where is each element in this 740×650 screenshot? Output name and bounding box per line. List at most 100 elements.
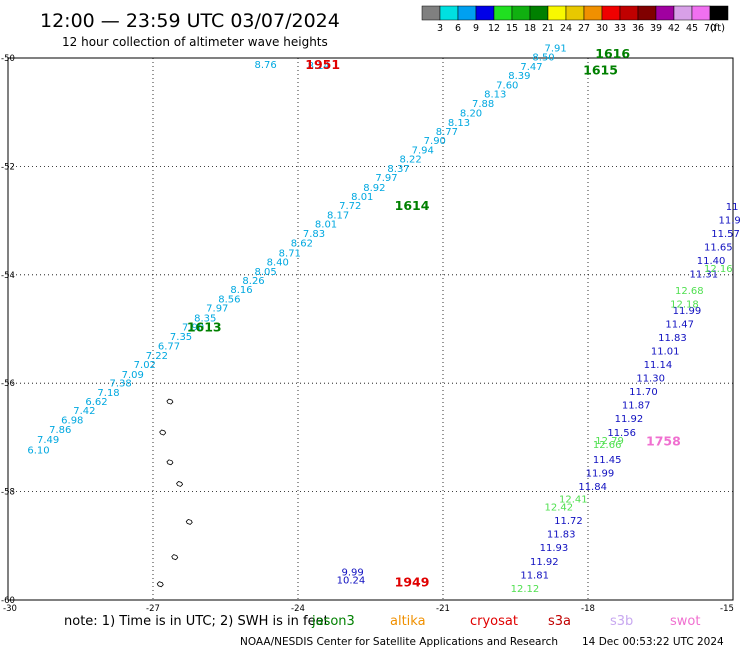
- wave-height-label: 11: [726, 202, 739, 213]
- wave-height-label: 12.12: [511, 584, 540, 595]
- wave-height-label: 7.97: [375, 173, 397, 184]
- colorbar-swatch: [421, 5, 441, 21]
- wave-height-label: 11.65: [704, 242, 733, 253]
- wave-height-label: 11.01: [651, 346, 680, 357]
- wave-height-label: 7.35: [170, 332, 192, 343]
- wave-height-label: 11.31: [690, 270, 719, 281]
- colorbar-tick-label: 70: [704, 23, 716, 34]
- colorbar-tick-label: 42: [668, 23, 680, 34]
- pass-time-label: 1613: [187, 320, 222, 335]
- wave-height-label: 11.99: [673, 306, 702, 317]
- colorbar-tick-label: 33: [614, 23, 626, 34]
- colorbar-swatch: [439, 5, 459, 21]
- wave-height-label: 11.81: [520, 570, 549, 581]
- wave-height-label: 11.57: [711, 229, 740, 240]
- island-outline: [171, 554, 179, 561]
- wave-height-label: 8.13: [484, 90, 506, 101]
- wave-height-label: 11.45: [593, 455, 622, 466]
- wave-height-label: 11.99: [586, 468, 615, 479]
- pass-time-label: 1951: [305, 57, 340, 72]
- latitude-tick-label: -54: [1, 271, 15, 281]
- colorbar-tick-label: 27: [578, 23, 590, 34]
- colorbar-swatch: [691, 5, 711, 21]
- colorbar-swatch: [673, 5, 693, 21]
- colorbar-tick-label: 24: [560, 23, 572, 34]
- wave-height-label: 8.14: [308, 61, 330, 72]
- wave-height-label: 7.02: [134, 360, 156, 371]
- island-outline: [176, 481, 184, 487]
- wave-height-label: 8.62: [291, 239, 313, 250]
- colorbar-swatch: [601, 5, 621, 21]
- wave-height-label: 8.92: [363, 183, 385, 194]
- wave-height-label: 7.72: [339, 201, 361, 212]
- colorbar-swatch: [511, 5, 531, 21]
- satellite-legend-item: swot: [670, 614, 700, 629]
- wave-height-label: 8.16: [230, 285, 252, 296]
- wave-height-label: 8.77: [436, 127, 458, 138]
- latitude-tick-label: -58: [1, 488, 15, 498]
- wave-height-label: 8.39: [508, 71, 530, 82]
- satellite-legend-item: s3b: [610, 614, 633, 629]
- wave-height-label: 11.47: [665, 319, 694, 330]
- wave-height-label: 11.9: [719, 215, 740, 226]
- latitude-tick-label: -52: [1, 162, 15, 172]
- wave-height-label: 11.92: [615, 414, 644, 425]
- colorbar-swatch: [457, 5, 477, 21]
- colorbar-tick-label: 45: [686, 23, 698, 34]
- wave-height-label: 11.93: [540, 543, 569, 554]
- island-outline: [166, 459, 174, 466]
- wave-height-label: 11.87: [622, 401, 651, 412]
- wave-height-label: 7.88: [472, 99, 494, 110]
- wave-height-label: 11.14: [644, 360, 673, 371]
- island-outlines: [156, 398, 193, 588]
- footer-timestamp: 14 Dec 00:53:22 UTC 2024: [582, 636, 724, 648]
- pass-time-label: 1758: [646, 434, 681, 449]
- wave-height-label: 7.42: [73, 406, 95, 417]
- colorbar-tick-label: 36: [632, 23, 644, 34]
- longitude-tick-label: -15: [720, 604, 734, 614]
- wave-height-label: 7.90: [424, 136, 446, 147]
- altimeter-tracks: 8.14 8.76 6.107.497.866.987.426.627.187.38…: [27, 43, 740, 594]
- map-subtitle: 12 hour collection of altimeter wave hei…: [62, 35, 328, 49]
- wave-height-label: 12.66: [593, 440, 622, 451]
- legend-note: note: 1) Time is in UTC; 2) SWH is in fe…: [64, 614, 329, 629]
- island-outline: [156, 581, 164, 588]
- wave-height-label: 8.20: [460, 109, 482, 120]
- colorbar-swatch: [547, 5, 567, 21]
- wave-height-label: 11.92: [530, 557, 559, 568]
- wave-height-label: 11.83: [658, 333, 687, 344]
- wave-height-label: 11.72: [554, 516, 583, 527]
- wave-height-label: 8.17: [327, 210, 349, 221]
- footer-credit: NOAA/NESDIS Center for Satellite Applica…: [240, 636, 558, 648]
- satellite-legend-item: cryosat: [470, 614, 518, 629]
- longitude-tick-label: -21: [436, 604, 450, 614]
- wave-height-label: 8.40: [267, 258, 289, 269]
- colorbar-tick-label: 39: [650, 23, 662, 34]
- wave-height-label: 7.47: [520, 62, 542, 73]
- longitude-labels: -30 -27 -24 -21 -18 -15: [3, 604, 734, 614]
- wave-height-label: 7.83: [303, 229, 325, 240]
- colorbar-swatch: [529, 5, 549, 21]
- wave-height-label: 6.62: [85, 397, 107, 408]
- colorbar-tick-label: 15: [506, 23, 518, 34]
- colorbar-swatch: [619, 5, 639, 21]
- latitude-labels: -50 -52 -54 -56 -58 -60: [1, 54, 15, 606]
- latitude-tick-label: -60: [1, 596, 15, 606]
- wave-height-label: 8.01: [351, 192, 373, 203]
- wave-height-label: 11.56: [607, 428, 636, 439]
- wave-height-label: 11.40: [697, 256, 726, 267]
- wave-height-label: 8.05: [255, 267, 277, 278]
- island-outline: [185, 518, 193, 525]
- wave-height-label: 6.77: [158, 342, 180, 353]
- wave-height-label: 8.22: [400, 155, 422, 166]
- pass-time-label: 1616: [595, 46, 630, 61]
- wave-height-label: 7.91: [545, 43, 567, 54]
- wave-height-label: 8.56: [218, 294, 240, 305]
- colorbar-tick-label: 6: [455, 23, 461, 34]
- wave-height-label: 7.90: [182, 323, 204, 334]
- wave-height-label: 7.09: [122, 370, 144, 381]
- wave-height-label: 8.37: [387, 164, 409, 175]
- satellite-legend-item: altika: [390, 614, 426, 629]
